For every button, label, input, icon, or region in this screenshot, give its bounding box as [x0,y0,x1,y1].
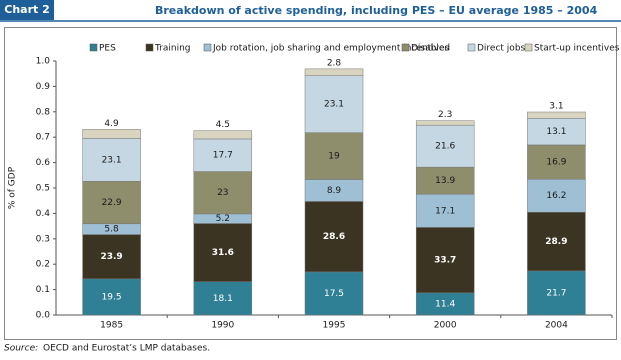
data-label: 3.1 [549,102,563,112]
y-tick-label: 0.0 [36,311,51,321]
bar-segment [82,278,141,316]
y-tick-label: 1.0 [36,57,51,67]
data-label: 21.7 [546,288,566,298]
bar-segment [304,68,364,77]
data-label: 21.6 [435,142,455,152]
data-label: 22.9 [102,198,122,208]
y-tick-label: 0.6 [36,158,51,168]
legend-label: Disabled [411,44,450,54]
data-label: 23.1 [324,100,344,110]
legend-swatch [467,43,476,52]
bar-segment [193,223,253,282]
bar-segment [527,211,586,272]
data-label: 17.1 [435,206,455,216]
bar-segment [527,270,586,316]
source-text: OECD and Eurostat’s LMP databases. [43,344,210,354]
bar-segment [82,234,141,280]
source-label: Source: [4,344,38,354]
y-tick-label: 0.8 [36,107,51,117]
y-tick-label: 0.3 [36,234,50,244]
data-label: 11.4 [435,299,455,309]
bar-segment [193,130,253,140]
legend-label: Job rotation, job sharing and employment… [212,44,450,54]
data-label: 23 [217,188,228,198]
legend-swatch [89,43,98,52]
legend-label: Start-up incentives [534,44,620,54]
frame [4,27,617,340]
bar-segment [193,138,253,172]
bar-segment [527,144,586,180]
bar-segment [415,120,475,126]
data-label: 5.8 [104,225,119,235]
bar-segment [415,124,475,168]
x-tick-label: 1990 [211,321,234,331]
data-label: 28.6 [323,232,345,242]
data-label: 16.9 [546,158,566,168]
y-tick-label: 0.7 [36,133,50,143]
legend-swatch [401,43,410,52]
bar-segment [193,171,253,215]
y-tick-label: 0.4 [36,209,51,219]
data-label: 4.9 [104,119,119,129]
bar-segment [82,129,141,139]
y-tick-label: 0.9 [36,82,51,92]
bar-segment [304,201,364,273]
bar-segment [527,179,586,213]
legend-swatch [145,43,154,52]
data-label: 2.3 [438,110,452,120]
x-tick-label: 1995 [323,321,346,331]
data-label: 8.9 [327,186,342,196]
y-tick-label: 0.2 [36,260,50,270]
data-label: 2.8 [327,58,342,68]
x-tick-label: 2004 [545,321,568,331]
data-label: 18.1 [213,294,233,304]
x-tick-label: 2000 [434,321,457,331]
data-label: 23.1 [102,155,122,165]
bar-segment [415,193,475,228]
y-tick-label: 0.1 [36,285,50,295]
data-label: 16.2 [546,191,566,201]
bar-segment [415,166,475,195]
bar-segment [304,132,364,180]
legend-label: Direct jobs [477,44,526,54]
badge-box [0,0,54,20]
data-label: 4.5 [216,120,230,130]
bar-segment [527,111,586,119]
bar-segment [304,75,364,133]
bar-segment [82,181,141,225]
data-label: 13.1 [546,127,566,137]
legend-swatch [524,43,533,52]
legend-label: Training [154,44,191,54]
legend-label: PES [99,44,116,54]
data-label: 28.9 [545,237,567,247]
bar-segment [304,271,364,316]
data-label: 17.7 [213,151,233,161]
x-tick-label: 1985 [100,321,123,331]
bar-segment [415,227,475,294]
data-label: 5.2 [216,214,230,224]
data-label: 17.5 [324,289,344,299]
data-label: 31.6 [212,248,234,258]
badge: Chart 2 [4,3,50,16]
data-label: 13.9 [435,176,455,186]
data-label: 33.7 [434,256,456,266]
data-label: 19 [328,152,340,162]
data-label: 23.9 [100,252,122,262]
data-label: 19.5 [102,292,122,302]
y-tick-label: 0.5 [36,184,50,194]
chart-title: Breakdown of active spending, including … [155,4,598,17]
bar-segment [82,138,141,182]
bar-segment [193,281,253,316]
bar-segment [527,118,586,146]
legend-swatch [203,43,212,52]
y-axis-label: % of GDP [8,166,18,209]
